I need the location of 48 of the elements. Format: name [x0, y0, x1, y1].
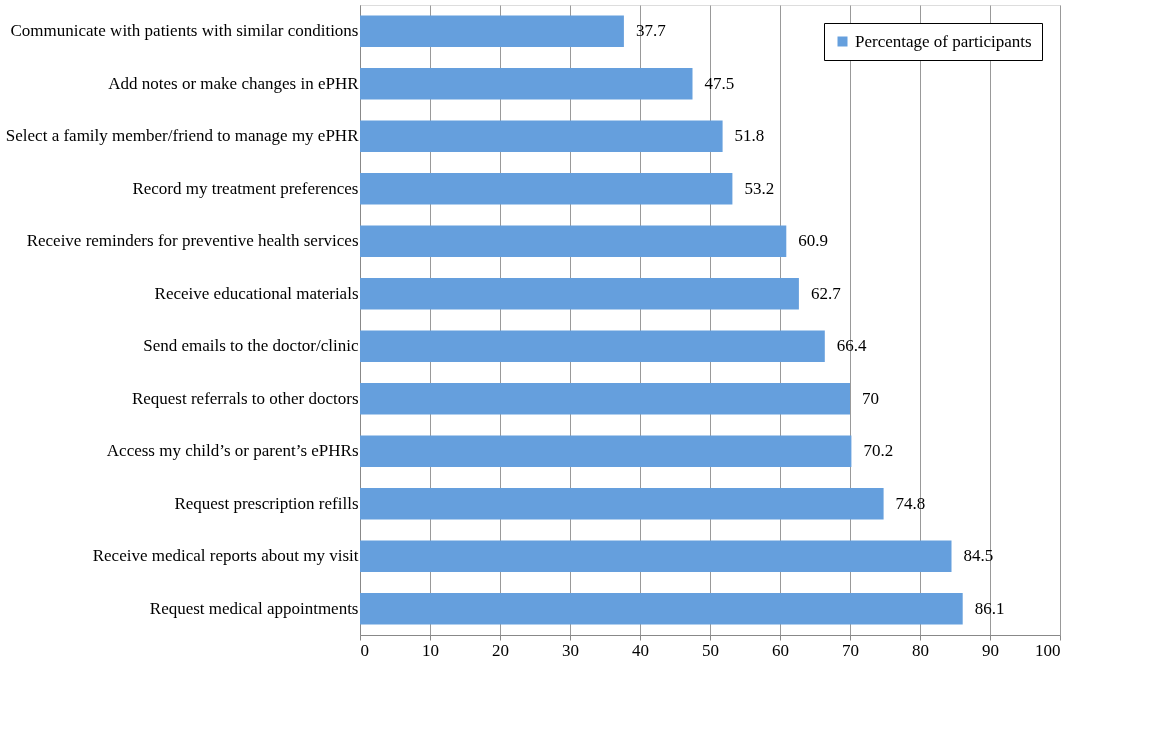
bar: [360, 278, 799, 310]
data-label: 53.2: [744, 178, 775, 198]
y-tick-label: Add notes or make changes in ePHR: [108, 73, 360, 93]
legend-label: Percentage of participants: [855, 31, 1032, 51]
x-tick-label: 100: [1035, 640, 1061, 660]
bar: [360, 435, 852, 467]
bar: [360, 593, 963, 625]
y-tick-label: Request medical appointments: [149, 598, 359, 618]
bar: [360, 68, 693, 100]
y-tick-label: Record my treatment preferences: [132, 178, 359, 198]
y-tick-label: Receive educational materials: [154, 283, 359, 303]
x-tick-label: 10: [422, 640, 439, 660]
data-label: 84.5: [963, 546, 994, 566]
data-label: 37.7: [635, 21, 667, 41]
data-label: 51.8: [734, 126, 765, 146]
x-tick-label: 0: [360, 640, 369, 660]
x-tick-label: 60: [772, 640, 789, 660]
x-tick-label: 40: [632, 640, 649, 660]
data-label: 66.4: [836, 336, 868, 356]
y-tick-label: Communicate with patients with similar conditions: [10, 21, 359, 41]
x-tick-label: 80: [912, 640, 929, 660]
y-tick-label: Request referrals to other doctors: [131, 388, 359, 408]
data-label: 62.7: [810, 283, 842, 303]
bar: [360, 225, 787, 257]
y-tick-label: Request prescription refills: [174, 493, 359, 513]
x-tick-label: 70: [842, 640, 859, 660]
data-label: 47.5: [704, 73, 735, 93]
y-tick-label: Receive reminders for preventive health services: [26, 231, 359, 251]
bar: [360, 540, 952, 572]
y-tick-label: Access my child’s or parent’s ePHRs: [106, 441, 359, 461]
data-label: 70.2: [863, 441, 894, 461]
y-tick-label: Send emails to the doctor/clinic: [143, 336, 359, 356]
bar: [360, 15, 624, 47]
y-tick-label: Select a family member/friend to manage my ePHR: [5, 126, 360, 146]
y-tick-label: Receive medical reports about my visit: [92, 546, 359, 566]
bar: [360, 383, 850, 415]
bar: [360, 330, 825, 362]
data-label: 74.8: [895, 493, 926, 513]
bar: [360, 488, 884, 520]
x-tick-label: 30: [562, 640, 579, 660]
x-tick-label: 90: [982, 640, 999, 660]
data-label: 60.9: [798, 231, 829, 251]
data-label: 70: [862, 388, 879, 408]
x-tick-label: 50: [702, 640, 719, 660]
bar: [360, 173, 733, 205]
bar: [360, 120, 723, 152]
data-label: 86.1: [974, 598, 1005, 618]
x-tick-label: 20: [492, 640, 509, 660]
